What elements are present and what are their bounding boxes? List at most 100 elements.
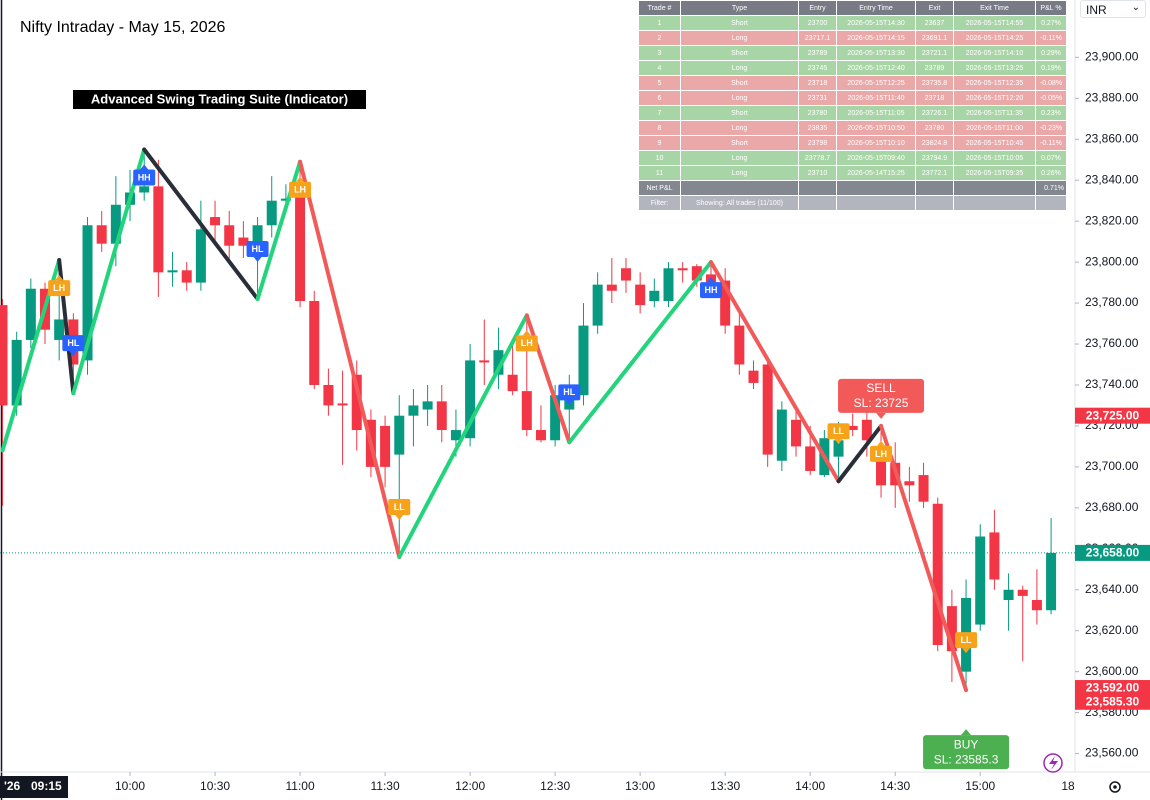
signal-pointer <box>961 729 972 736</box>
swing-label-box <box>48 280 71 297</box>
table-cell: Long <box>680 90 799 106</box>
candle-body <box>351 374 362 431</box>
table-cell: 9 <box>638 135 681 151</box>
x-tick-label: 14:30 <box>880 779 910 793</box>
price-label-box <box>1075 544 1150 561</box>
candle-body <box>181 270 192 283</box>
swing-label: LL <box>955 632 978 654</box>
table-row: 6 Long 23731 2026-05-15T11:40 23718 2026-05-1… <box>638 90 1067 106</box>
candle-body <box>847 425 858 431</box>
table-row: 4 Long 23745 2026-05-15T12:40 23789 2026-05-1… <box>638 60 1067 76</box>
swing-label-pointer <box>296 176 305 182</box>
candle-body <box>932 503 943 646</box>
x-tick-label: 13:30 <box>710 779 740 793</box>
table-cell: Short <box>680 105 799 121</box>
x-start-badge <box>0 776 68 798</box>
table-cell: 2026-05-15T12:20 <box>953 90 1036 106</box>
table-cell: 2026-05-15T10:10 <box>836 135 916 151</box>
lightning-glyph <box>1049 756 1058 770</box>
candle-body <box>408 405 419 416</box>
swing-label: LH <box>289 176 312 198</box>
table-header-row: Trade # Type Entry Entry Time Exit Exit Time P… <box>638 0 1067 16</box>
swing-label-text: LH <box>521 338 533 348</box>
swing-label: HL <box>558 384 581 406</box>
y-tick-label: 23,780.00 <box>1085 295 1139 309</box>
zigzag-segment <box>879 423 969 693</box>
swing-label-text: LL <box>394 502 405 512</box>
candle-body <box>734 325 745 365</box>
filter-value: Showing: All trades (11/100) <box>680 195 799 211</box>
zigzag-segment <box>524 313 572 445</box>
table-header-cell: Entry Time <box>836 0 916 16</box>
table-cell: 7 <box>638 105 681 121</box>
table-cell: 23789 <box>798 45 837 61</box>
candle-body <box>54 319 65 340</box>
candle-body <box>110 204 121 244</box>
candle-body <box>25 288 36 340</box>
swing-label: LH <box>870 440 893 462</box>
signal-pointer <box>876 412 887 419</box>
zigzag-segment <box>298 159 402 559</box>
swing-label-pointer <box>395 514 404 520</box>
candle-body <box>691 266 702 281</box>
table-cell: 23718 <box>798 75 837 91</box>
table-cell: 23721.1 <box>915 45 954 61</box>
price-label: 23,592.00 <box>1086 681 1140 695</box>
candle-body <box>394 415 405 455</box>
table-cell: -0.08% <box>1035 75 1067 91</box>
candle-body <box>82 225 93 361</box>
table-row: 8 Long 23835 2026-05-15T10:50 23780 2026-05-1… <box>638 120 1067 136</box>
candle-body <box>1046 552 1057 611</box>
candle-body <box>535 430 546 441</box>
candle-body <box>606 284 617 291</box>
swing-label-pointer <box>962 648 971 654</box>
table-cell: 2026-05-15T10:50 <box>836 120 916 136</box>
table-cell: 2026-05-15T12:35 <box>953 75 1036 91</box>
table-cell: 23735.8 <box>915 75 954 91</box>
net-empty <box>915 180 954 196</box>
table-cell: 5 <box>638 75 681 91</box>
table-cell: 0.23% <box>1035 105 1067 121</box>
swing-label: LL <box>827 423 850 445</box>
table-header-cell: P&L % <box>1035 0 1067 16</box>
lightning-icon[interactable] <box>1043 753 1063 773</box>
zigzag-segment <box>71 147 147 396</box>
table-cell: 23824.8 <box>915 135 954 151</box>
swing-label: HL <box>62 335 85 357</box>
swing-label-text: HL <box>67 338 79 348</box>
candle-body <box>904 481 915 486</box>
table-cell: 2026-05-15T11:40 <box>836 90 916 106</box>
table-cell: 6 <box>638 90 681 106</box>
table-cell: Long <box>680 150 799 166</box>
table-cell: 0.26% <box>1035 165 1067 181</box>
settings-icon[interactable] <box>1109 781 1121 793</box>
table-row: 11 Long 23710 2026-05-14T15:25 23772.1 2026-0… <box>638 165 1067 181</box>
candle-body <box>422 401 433 410</box>
candle-body <box>1003 589 1014 600</box>
net-empty <box>836 180 916 196</box>
table-row: 7 Short 23780 2026-05-15T11:05 23726.1 2026-0… <box>638 105 1067 121</box>
signal-type: BUY <box>954 737 979 751</box>
table-cell: 2026-05-15T14:55 <box>953 15 1036 31</box>
table-cell: -0.05% <box>1035 90 1067 106</box>
table-cell: 2026-05-14T15:25 <box>836 165 916 181</box>
net-value: 0.71% <box>1035 180 1067 196</box>
swing-label-text: HH <box>138 172 151 182</box>
currency-select[interactable]: INR ⌄ <box>1080 0 1146 18</box>
candle-body <box>479 360 490 363</box>
candle-body <box>550 395 561 441</box>
y-tick-label: 23,640.00 <box>1085 582 1139 596</box>
table-cell: Long <box>680 120 799 136</box>
swing-label-text: LL <box>961 635 972 645</box>
signal-box <box>923 735 1010 770</box>
filter-row: Filter: Showing: All trades (11/100) <box>638 195 1067 211</box>
candle-body <box>620 268 631 281</box>
table-cell: 23798 <box>798 135 837 151</box>
swing-label-box <box>62 335 85 352</box>
candle-body <box>748 370 759 383</box>
table-cell: 2026-05-15T14:15 <box>836 30 916 46</box>
table-cell: Long <box>680 165 799 181</box>
y-tick-label: 23,620.00 <box>1085 623 1139 637</box>
